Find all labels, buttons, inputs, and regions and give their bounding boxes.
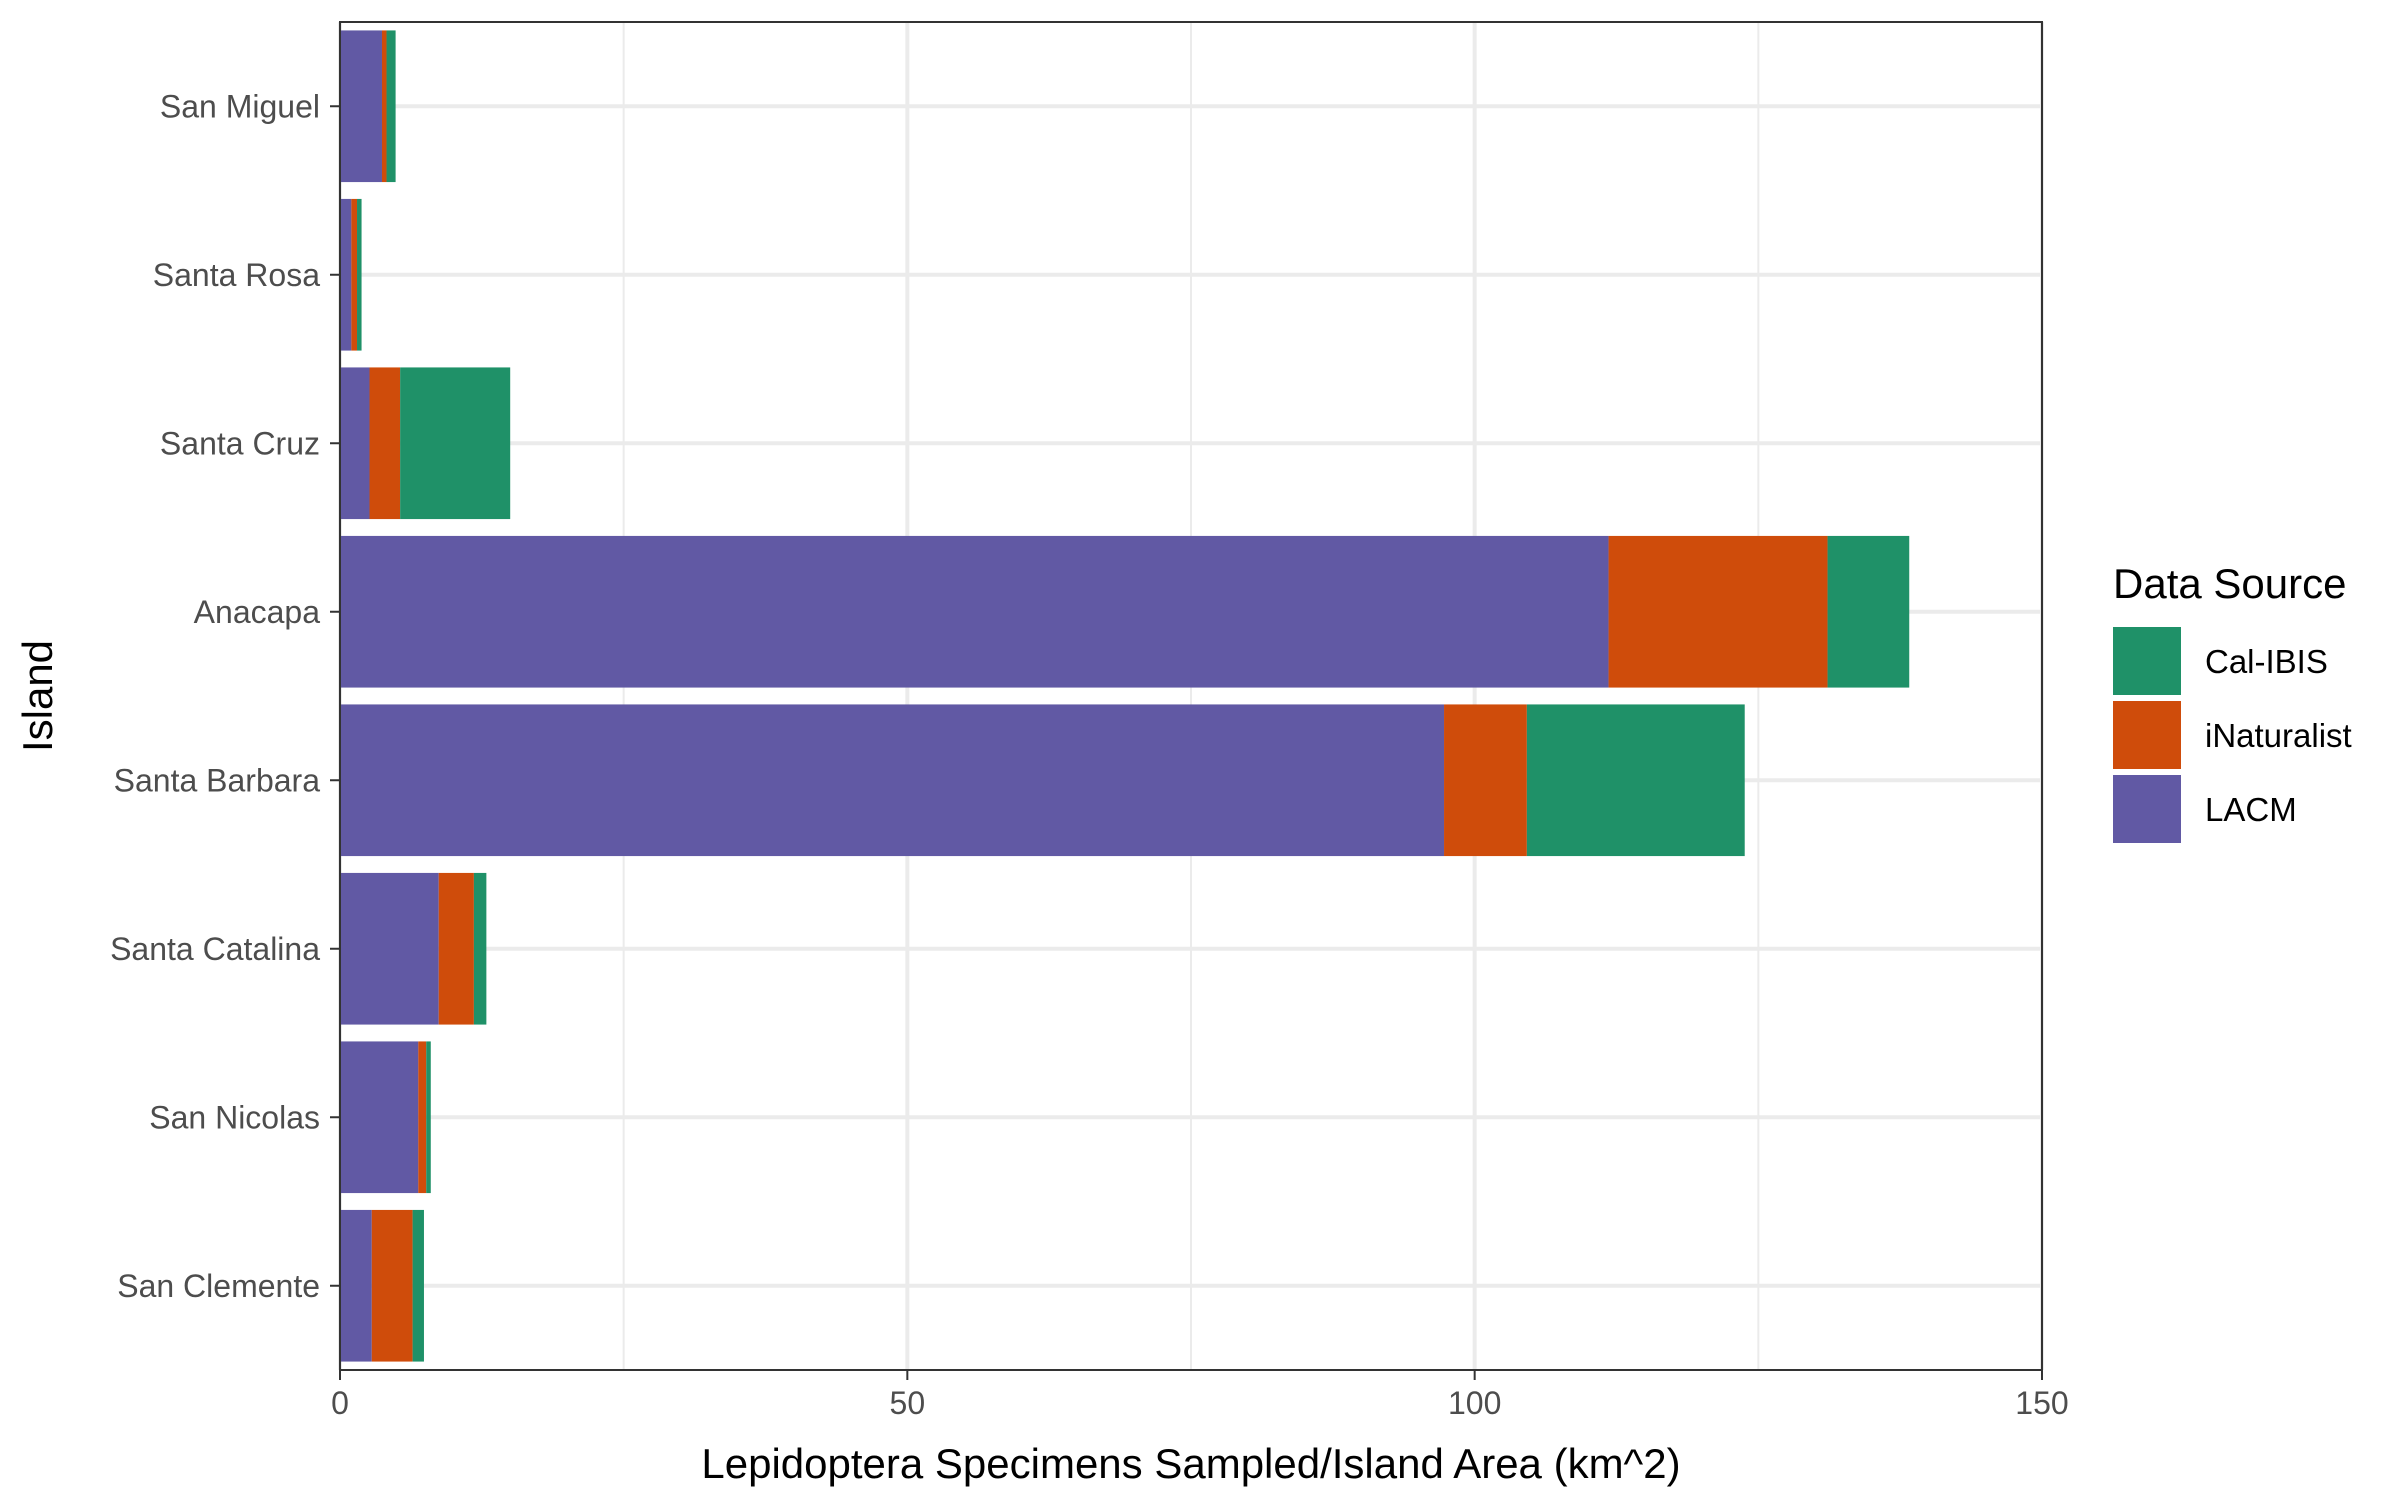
bar-lacm-santa-rosa (340, 198, 352, 351)
x-tick-label: 50 (890, 1385, 926, 1421)
legend-label: iNaturalist (2205, 717, 2352, 754)
x-axis: 0 50 100 150 (331, 1370, 2069, 1421)
y-axis: San Miguel Santa Rosa Santa Cruz Anacapa San… (110, 88, 340, 1304)
legend-swatch (2113, 701, 2181, 769)
x-tick-label: 100 (1448, 1385, 1501, 1421)
y-tick-label: Santa Cruz (160, 425, 320, 461)
x-axis-title: Lepidoptera Specimens Sampled/Island Are… (701, 1440, 1680, 1487)
bar-lacm-san-miguel (340, 30, 382, 183)
y-tick-label: Santa Rosa (153, 257, 320, 293)
legend-label: LACM (2205, 791, 2297, 828)
legend-swatch (2113, 627, 2181, 695)
x-tick-label: 0 (331, 1385, 349, 1421)
bar-cal-ibis-santa-cruz (400, 367, 511, 520)
bar-cal-ibis-santa-rosa (357, 198, 362, 351)
y-tick-label: San Miguel (160, 88, 320, 124)
y-tick-label: Santa Catalina (110, 931, 320, 967)
plot-border (339, 21, 2043, 1371)
bar-cal-ibis-santa-catalina (473, 872, 487, 1025)
y-axis-title: Island (14, 640, 61, 752)
bar-lacm-san-clemente (340, 1209, 372, 1362)
y-tick-label: San Nicolas (149, 1099, 320, 1135)
bar-inaturalist-san-clemente (371, 1209, 413, 1362)
bar-inaturalist-santa-cruz (369, 367, 401, 520)
bar-cal-ibis-san-clemente (412, 1209, 424, 1362)
bars (340, 30, 1910, 1362)
bar-inaturalist-santa-catalina (438, 872, 474, 1025)
bar-inaturalist-san-nicolas (418, 1041, 427, 1194)
bar-lacm-santa-catalina (340, 872, 439, 1025)
bar-lacm-san-nicolas (340, 1041, 419, 1194)
bar-cal-ibis-san-miguel (386, 30, 396, 183)
legend: Data Source Cal-IBIS iNaturalist LACM (2113, 560, 2352, 843)
bar-inaturalist-san-miguel (381, 30, 387, 183)
legend-title: Data Source (2113, 560, 2346, 607)
bar-inaturalist-santa-barbara (1444, 704, 1527, 857)
y-tick-label: Santa Barbara (114, 762, 321, 798)
bar-lacm-anacapa (340, 535, 1609, 688)
bar-lacm-santa-cruz (340, 367, 370, 520)
bar-inaturalist-santa-rosa (351, 198, 358, 351)
legend-items: Cal-IBIS iNaturalist LACM (2113, 627, 2352, 843)
bar-inaturalist-anacapa (1608, 535, 1828, 688)
bar-cal-ibis-santa-barbara (1526, 704, 1745, 857)
x-tick-label: 150 (2015, 1385, 2068, 1421)
y-tick-label: Anacapa (194, 594, 321, 630)
bar-cal-ibis-anacapa (1827, 535, 1910, 688)
bar-cal-ibis-san-nicolas (426, 1041, 431, 1194)
y-tick-label: San Clemente (117, 1268, 320, 1304)
legend-label: Cal-IBIS (2205, 643, 2328, 680)
legend-swatch (2113, 775, 2181, 843)
bar-lacm-santa-barbara (340, 704, 1445, 857)
